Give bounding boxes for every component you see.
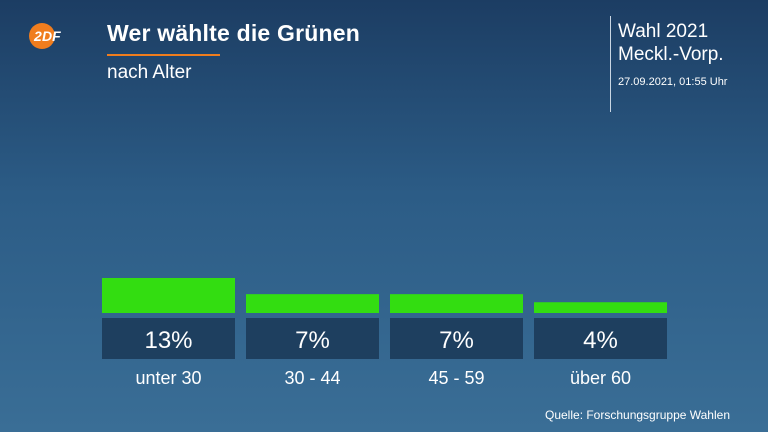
svg-text:2: 2 bbox=[33, 28, 42, 44]
value-label-3: 4% bbox=[583, 327, 618, 354]
header-divider bbox=[610, 16, 611, 112]
value-label-0: 13% bbox=[144, 327, 192, 354]
bar-3 bbox=[534, 302, 667, 313]
region-name: Meckl.-Vorp. bbox=[618, 44, 724, 65]
election-info: Wahl 2021 Meckl.-Vorp. 27.09.2021, 01:55… bbox=[618, 20, 727, 88]
chart-title: Wer wählte die Grünen bbox=[107, 20, 360, 46]
svg-text:DF: DF bbox=[42, 28, 61, 44]
chart-subtitle: nach Alter bbox=[107, 62, 192, 83]
source-note: Quelle: Forschungsgruppe Wahlen bbox=[545, 408, 730, 422]
value-box-2 bbox=[390, 318, 523, 359]
category-label-3: über 60 bbox=[570, 368, 631, 388]
value-box-0 bbox=[102, 318, 235, 359]
value-box-3 bbox=[534, 318, 667, 359]
value-label-1: 7% bbox=[295, 327, 330, 354]
timestamp: 27.09.2021, 01:55 Uhr bbox=[618, 76, 728, 88]
category-label-1: 30 - 44 bbox=[284, 368, 340, 388]
title-underline bbox=[107, 54, 220, 56]
bar-2 bbox=[390, 294, 523, 313]
bar-0 bbox=[102, 278, 235, 313]
value-label-2: 7% bbox=[439, 327, 474, 354]
zdf-logo: 2 DF bbox=[29, 23, 61, 49]
category-label-0: unter 30 bbox=[135, 368, 201, 388]
bar-1 bbox=[246, 294, 379, 313]
election-name: Wahl 2021 bbox=[618, 21, 709, 42]
value-box-1 bbox=[246, 318, 379, 359]
category-label-2: 45 - 59 bbox=[428, 368, 484, 388]
